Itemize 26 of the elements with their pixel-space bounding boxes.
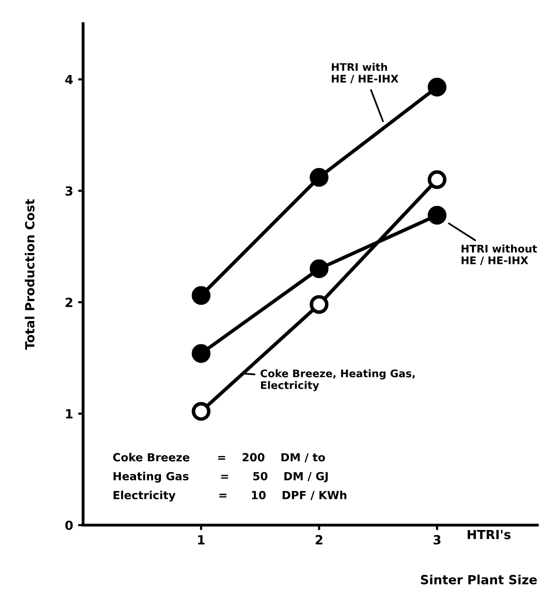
point xyxy=(428,206,446,225)
y-tick-label: 4 xyxy=(65,74,73,84)
y-tick-label: 0 xyxy=(65,520,73,530)
legend-label: Coke Breeze, Heating Gas, Electricity xyxy=(260,369,415,392)
point xyxy=(192,344,210,363)
text: HTRI with HE / HE-IHX xyxy=(332,62,398,84)
y-tick-label: 2 xyxy=(66,298,72,307)
annotation: Electricity = 10 DPF / KWh xyxy=(114,490,346,502)
y-axis-title: Total Production Cost xyxy=(24,199,34,350)
point xyxy=(310,168,328,187)
point xyxy=(310,259,328,278)
text: HTRI's xyxy=(468,530,511,540)
annotation: Heating Gas = 50 DM / GJ xyxy=(114,472,328,483)
point xyxy=(428,170,446,189)
x-axis-title: Sinter Plant Size xyxy=(420,574,537,584)
point xyxy=(192,286,210,305)
x-tick-label: 2 xyxy=(316,535,322,544)
y-tick-label: 3 xyxy=(66,186,72,196)
point xyxy=(192,402,210,421)
point xyxy=(428,78,446,96)
text: HTRI without HE / HE-IHX xyxy=(462,244,537,266)
x-tick-label: 3 xyxy=(434,535,440,544)
x-tick-label: 1 xyxy=(198,535,205,544)
point xyxy=(310,295,328,314)
annotation: Coke Breeze = 200 DM / to xyxy=(113,452,325,462)
y-tick-label: 1 xyxy=(66,409,73,418)
